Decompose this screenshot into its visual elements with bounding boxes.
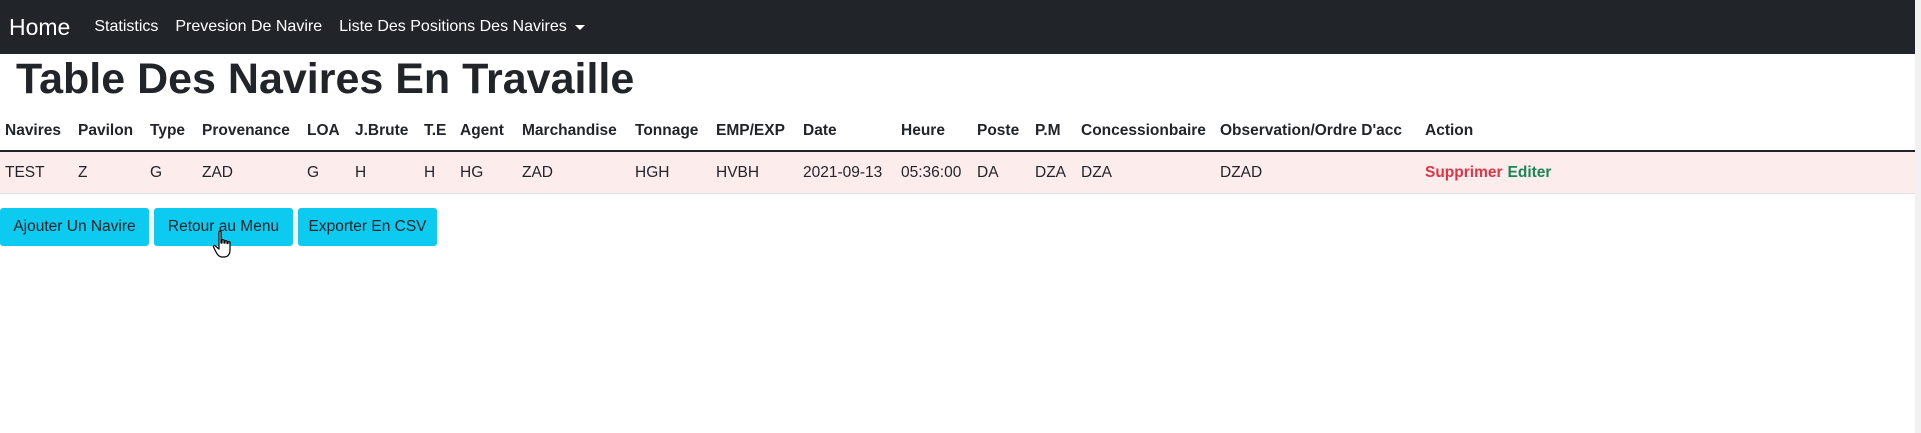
hand-cursor-icon bbox=[212, 230, 231, 258]
table-cell: 2021-09-13 bbox=[798, 151, 896, 194]
column-header: Tonnage bbox=[630, 112, 711, 152]
edit-link[interactable]: Editer bbox=[1507, 163, 1552, 181]
column-header: J.Brute bbox=[350, 112, 419, 152]
column-header: Poste bbox=[972, 112, 1030, 152]
add-ship-button[interactable]: Ajouter Un Navire bbox=[0, 208, 149, 246]
column-header: Agent bbox=[455, 112, 517, 152]
action-cell: Supprimer Editer bbox=[1420, 151, 1921, 194]
column-header: Marchandise bbox=[517, 112, 630, 152]
page-title: Table Des Navires En Travaille bbox=[16, 55, 635, 103]
nav-link-statistics[interactable]: Statistics bbox=[94, 18, 159, 35]
nav-dropdown-label: Liste Des Positions Des Navires bbox=[339, 18, 567, 35]
table-cell: G bbox=[302, 151, 350, 194]
table-cell: ZAD bbox=[197, 151, 302, 194]
column-header: Action bbox=[1420, 112, 1921, 152]
table-cell: Z bbox=[73, 151, 145, 194]
column-header: Type bbox=[145, 112, 197, 152]
column-header: Pavilon bbox=[73, 112, 145, 152]
column-header: T.E bbox=[419, 112, 455, 152]
column-header: EMP/EXP bbox=[711, 112, 798, 152]
table-cell: HVBH bbox=[711, 151, 798, 194]
caret-down-icon bbox=[574, 25, 585, 30]
table-cell: 05:36:00 bbox=[896, 151, 972, 194]
column-header: Provenance bbox=[197, 112, 302, 152]
table-cell: DZA bbox=[1076, 151, 1215, 194]
table-cell: TEST bbox=[0, 151, 73, 194]
table-header-row: Navires Pavilon Type Provenance LOA J.Br… bbox=[0, 112, 1921, 152]
export-csv-button[interactable]: Exporter En CSV bbox=[298, 208, 437, 246]
column-header: Heure bbox=[896, 112, 972, 152]
table-cell: DZAD bbox=[1215, 151, 1420, 194]
table-cell: G bbox=[145, 151, 197, 194]
table-cell: H bbox=[419, 151, 455, 194]
column-header: Concessionbaire bbox=[1076, 112, 1215, 152]
nav-dropdown-positions[interactable]: Liste Des Positions Des Navires bbox=[339, 18, 585, 36]
table-cell: DA bbox=[972, 151, 1030, 194]
brand-home-link[interactable]: Home bbox=[9, 13, 71, 40]
column-header: Observation/Ordre D'acc bbox=[1215, 112, 1420, 152]
column-header: Navires bbox=[0, 112, 73, 152]
table-cell: ZAD bbox=[517, 151, 630, 194]
table-cell: HGH bbox=[630, 151, 711, 194]
delete-link[interactable]: Supprimer bbox=[1425, 163, 1503, 181]
page-scrollbar[interactable] bbox=[1915, 0, 1921, 433]
nav-link-prevesion[interactable]: Prevesion De Navire bbox=[175, 18, 323, 35]
table-row: TEST Z G ZAD G H H HG ZAD HGH HVBH 2021-… bbox=[0, 151, 1921, 194]
table-cell: HG bbox=[455, 151, 517, 194]
column-header: P.M bbox=[1030, 112, 1076, 152]
table-cell: DZA bbox=[1030, 151, 1076, 194]
ships-table: Navires Pavilon Type Provenance LOA J.Br… bbox=[0, 112, 1921, 194]
column-header: Date bbox=[798, 112, 896, 152]
column-header: LOA bbox=[302, 112, 350, 152]
top-navbar: Home Statistics Prevesion De Navire List… bbox=[0, 0, 1921, 54]
table-cell: H bbox=[350, 151, 419, 194]
